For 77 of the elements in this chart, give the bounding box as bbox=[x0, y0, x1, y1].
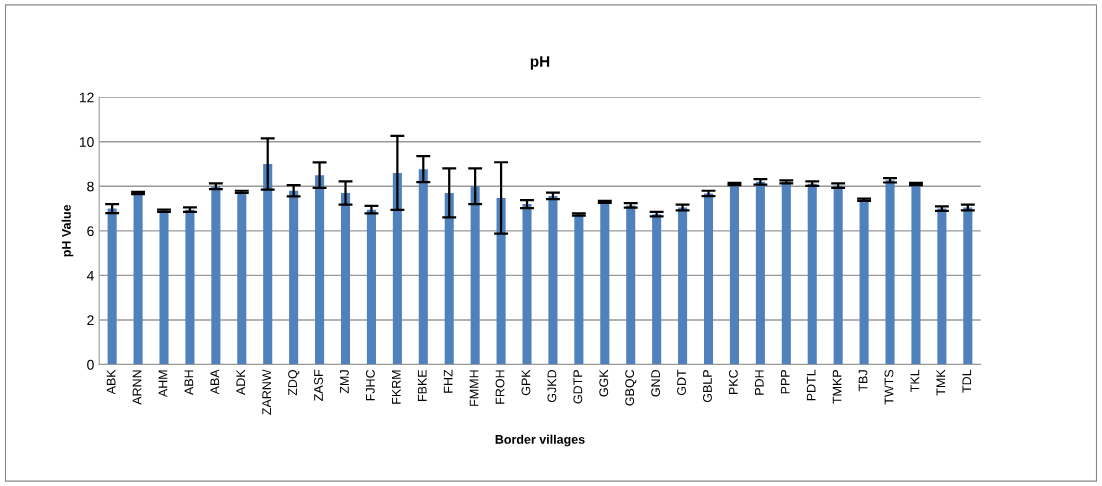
y-tick-label: 2 bbox=[87, 315, 94, 325]
bar bbox=[340, 192, 351, 365]
bar bbox=[418, 169, 428, 365]
x-tick-label: TDL bbox=[962, 369, 972, 393]
x-tick-label: GGK bbox=[599, 369, 609, 397]
bar bbox=[133, 192, 143, 365]
x-tick-label: GDTP bbox=[573, 370, 583, 404]
x-tick-label: ZDQ bbox=[288, 369, 300, 396]
x-tick-label: FHZ bbox=[443, 369, 453, 393]
bar bbox=[937, 208, 947, 365]
x-tick-label: PKC bbox=[728, 369, 738, 395]
bar bbox=[678, 207, 688, 365]
x-tick-label: ZARNW bbox=[262, 369, 271, 415]
bar bbox=[807, 183, 817, 365]
bar bbox=[729, 184, 739, 365]
y-tick-label: 8 bbox=[87, 181, 94, 192]
x-axis-title: Border villages bbox=[495, 434, 585, 447]
bar bbox=[859, 199, 869, 365]
x-tick-label: TMKP bbox=[832, 370, 842, 404]
chart-title: pH bbox=[530, 56, 550, 70]
x-tick-label: GPK bbox=[521, 369, 531, 396]
bar bbox=[703, 193, 714, 365]
x-tick-label: TKL bbox=[910, 369, 920, 392]
y-tick-label: 12 bbox=[79, 92, 94, 103]
bar bbox=[470, 186, 480, 365]
bar bbox=[548, 195, 558, 365]
x-tick-label: PDH bbox=[755, 370, 764, 395]
y-tick-label: 4 bbox=[86, 270, 94, 281]
x-tick-label: FJHC bbox=[365, 369, 375, 401]
bar bbox=[755, 181, 765, 365]
x-tick-label: GBQC bbox=[625, 369, 637, 406]
x-tick-label: ABK bbox=[106, 369, 116, 395]
bar bbox=[107, 208, 117, 365]
bar bbox=[833, 185, 843, 365]
x-tick-label: FBKE bbox=[417, 369, 427, 401]
x-tick-label: FROH bbox=[495, 370, 505, 404]
x-tick-label: TMK bbox=[936, 369, 946, 396]
x-tick-label: ABH bbox=[184, 370, 194, 396]
bar bbox=[315, 175, 325, 365]
x-tick-label: FKRM bbox=[392, 370, 401, 404]
y-tick-label: 10 bbox=[79, 137, 94, 147]
bar bbox=[392, 172, 402, 365]
bar bbox=[496, 197, 506, 365]
x-tick-label: AHM bbox=[158, 370, 168, 398]
x-tick-label: ZASF bbox=[314, 369, 323, 401]
y-axis-title: pH Value bbox=[61, 204, 74, 257]
x-tick-label: GND bbox=[651, 369, 661, 397]
x-tick-label: PDTL bbox=[806, 369, 816, 401]
bar bbox=[211, 186, 221, 365]
bar bbox=[237, 191, 247, 365]
bar bbox=[289, 190, 299, 365]
bar bbox=[963, 207, 973, 365]
bar bbox=[366, 209, 376, 365]
x-tick-label: FMMH bbox=[469, 370, 479, 406]
bar bbox=[444, 192, 454, 365]
x-tick-label: ARNN bbox=[132, 370, 142, 405]
x-tick-label: GJKD bbox=[547, 369, 557, 403]
x-tick-label: GDT bbox=[677, 369, 686, 396]
x-tick-label: GBLP bbox=[703, 370, 712, 403]
x-tick-label: ABA bbox=[210, 369, 220, 395]
bar bbox=[600, 201, 610, 365]
bar bbox=[574, 214, 584, 365]
y-tick-label: 6 bbox=[87, 226, 94, 237]
x-tick-label: ZMJ bbox=[340, 370, 349, 394]
x-tick-label: ADK bbox=[236, 369, 246, 396]
bar bbox=[263, 164, 273, 365]
bar bbox=[911, 184, 921, 365]
bar bbox=[522, 204, 532, 365]
y-tick-label: 0 bbox=[87, 359, 94, 370]
x-tick-label: TBJ bbox=[858, 370, 868, 392]
x-tick-label: PPP bbox=[780, 370, 790, 394]
bar bbox=[652, 214, 662, 365]
x-tick-label: TWTS bbox=[884, 369, 894, 405]
bar bbox=[885, 180, 895, 365]
bar bbox=[626, 205, 636, 365]
bar bbox=[159, 210, 169, 365]
bar bbox=[185, 209, 195, 365]
